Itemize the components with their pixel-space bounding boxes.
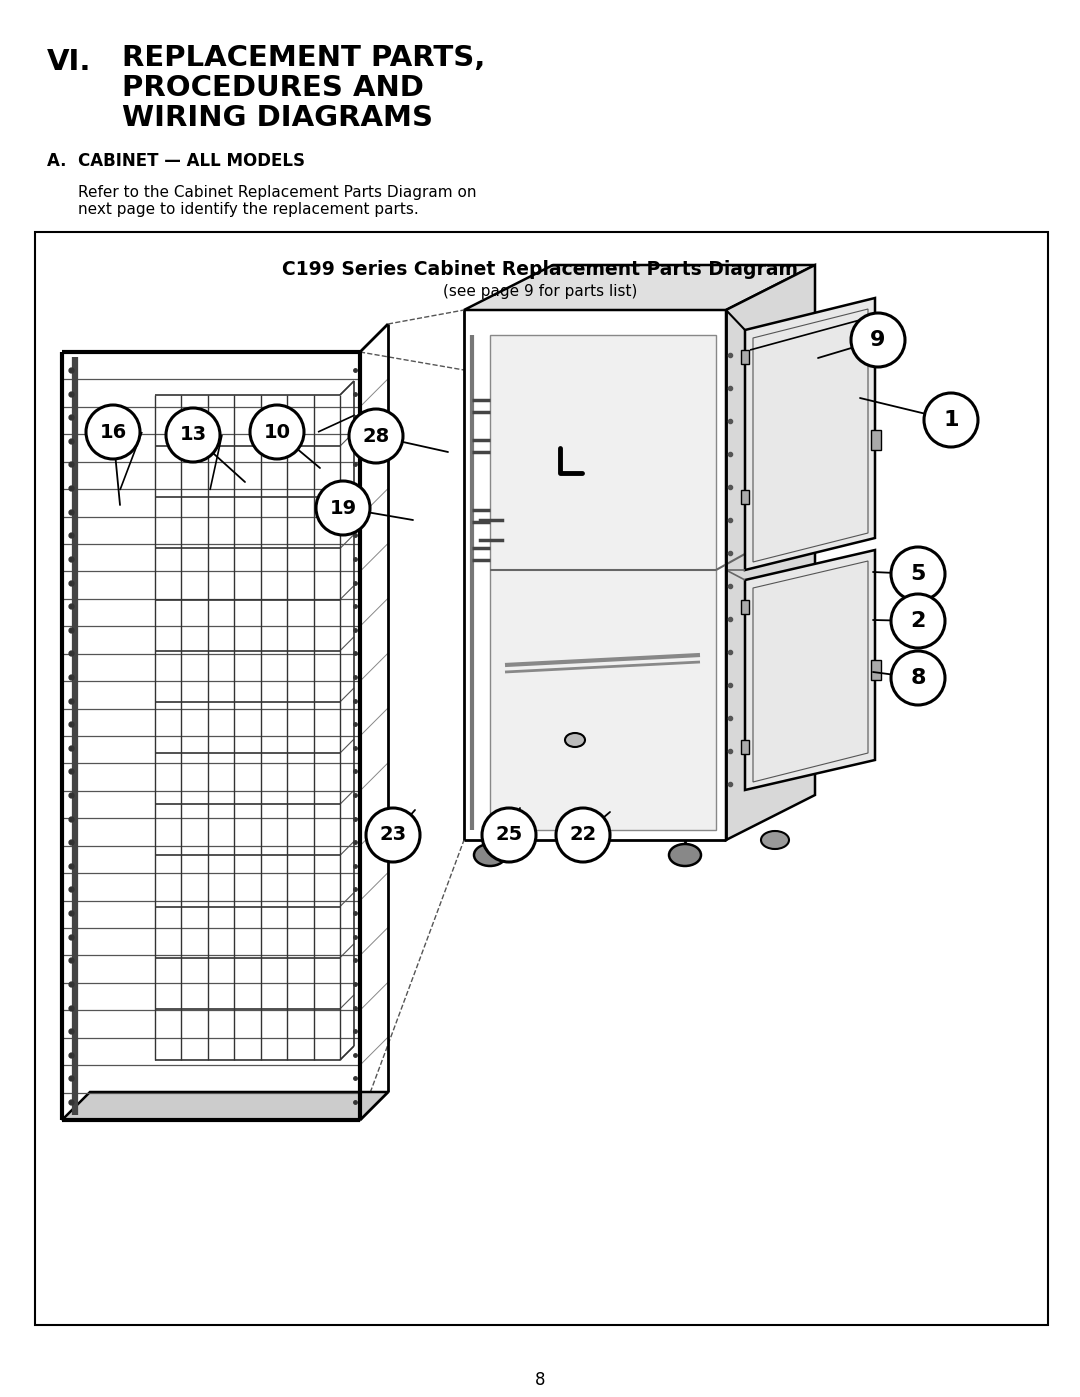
- FancyBboxPatch shape: [35, 232, 1048, 1324]
- Text: WIRING DIAGRAMS: WIRING DIAGRAMS: [122, 103, 433, 131]
- Text: 2: 2: [910, 610, 926, 631]
- Circle shape: [316, 481, 370, 535]
- Circle shape: [924, 393, 978, 447]
- Bar: [741, 599, 750, 615]
- Text: 23: 23: [379, 826, 406, 845]
- Polygon shape: [490, 335, 716, 830]
- Bar: [870, 659, 881, 680]
- Text: 5: 5: [910, 564, 926, 584]
- Ellipse shape: [565, 733, 585, 747]
- Text: PROCEDURES AND: PROCEDURES AND: [122, 74, 423, 102]
- Text: Refer to the Cabinet Replacement Parts Diagram on: Refer to the Cabinet Replacement Parts D…: [78, 184, 476, 200]
- Text: 8: 8: [535, 1370, 545, 1389]
- Text: 1: 1: [943, 409, 959, 430]
- Polygon shape: [464, 265, 815, 310]
- Text: A.  CABINET — ALL MODELS: A. CABINET — ALL MODELS: [48, 152, 305, 170]
- Circle shape: [349, 409, 403, 462]
- Bar: [741, 490, 750, 504]
- Text: next page to identify the replacement parts.: next page to identify the replacement pa…: [78, 203, 419, 217]
- Text: 8: 8: [910, 668, 926, 687]
- Circle shape: [482, 807, 536, 862]
- Text: 10: 10: [264, 422, 291, 441]
- Text: 25: 25: [496, 826, 523, 845]
- Circle shape: [366, 807, 420, 862]
- Polygon shape: [745, 550, 875, 789]
- Circle shape: [891, 548, 945, 601]
- Text: 28: 28: [363, 426, 390, 446]
- Bar: [870, 430, 881, 450]
- Text: VI.: VI.: [48, 47, 92, 75]
- Bar: [741, 740, 750, 754]
- Circle shape: [891, 594, 945, 648]
- Circle shape: [86, 405, 140, 460]
- Polygon shape: [745, 298, 875, 570]
- Polygon shape: [726, 265, 815, 840]
- Text: REPLACEMENT PARTS,: REPLACEMENT PARTS,: [122, 43, 485, 73]
- Text: 16: 16: [99, 422, 126, 441]
- Ellipse shape: [474, 844, 507, 866]
- Polygon shape: [62, 1092, 388, 1120]
- Bar: [741, 351, 750, 365]
- Text: 13: 13: [179, 426, 206, 444]
- Text: 22: 22: [569, 826, 596, 845]
- Circle shape: [249, 405, 303, 460]
- Text: 19: 19: [329, 499, 356, 517]
- Circle shape: [556, 807, 610, 862]
- Circle shape: [166, 408, 220, 462]
- Text: C199 Series Cabinet Replacement Parts Diagram: C199 Series Cabinet Replacement Parts Di…: [282, 260, 798, 279]
- Text: (see page 9 for parts list): (see page 9 for parts list): [443, 284, 637, 299]
- Ellipse shape: [761, 831, 789, 849]
- Text: 9: 9: [870, 330, 886, 351]
- Circle shape: [891, 651, 945, 705]
- Circle shape: [851, 313, 905, 367]
- Ellipse shape: [669, 844, 701, 866]
